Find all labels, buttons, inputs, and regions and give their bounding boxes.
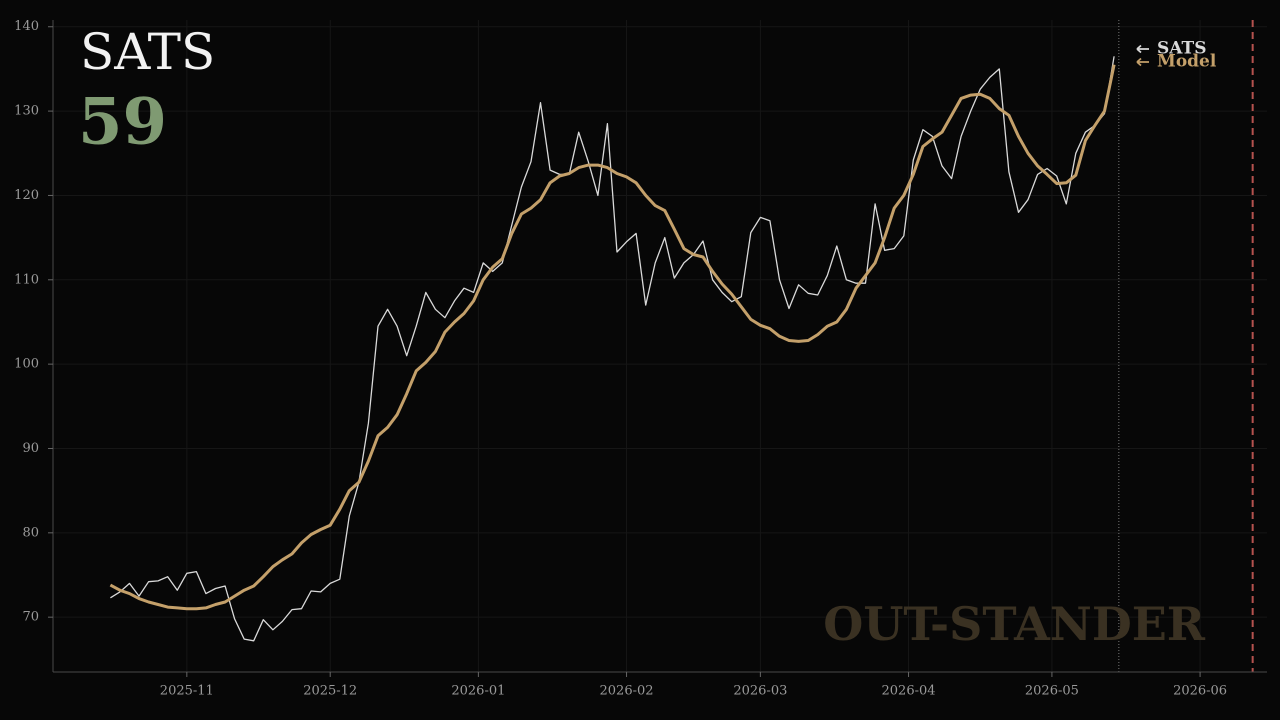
y-tick-label: 110 <box>14 272 39 287</box>
y-tick-label: 80 <box>22 525 39 540</box>
legend-label: Model <box>1157 52 1217 72</box>
x-tick-label: 2026-05 <box>1025 684 1079 699</box>
legend-label: SATS <box>1157 39 1206 59</box>
plot-area <box>109 20 1254 672</box>
y-tick-label: 140 <box>14 19 39 34</box>
x-tick-label: 2026-06 <box>1173 684 1227 699</box>
x-tick-label: 2026-04 <box>882 684 936 699</box>
x-tick-label: 2026-01 <box>451 684 505 699</box>
x-tick-label: 2026-03 <box>733 684 787 699</box>
chart-title: SATS <box>80 23 215 81</box>
series-line <box>110 56 1115 642</box>
legend-arrow <box>1136 44 1149 54</box>
grid <box>53 20 1267 672</box>
series-line <box>109 64 1116 611</box>
y-tick-label: 130 <box>14 104 39 119</box>
legend-arrow <box>1136 57 1149 67</box>
y-tick-label: 70 <box>22 610 39 625</box>
score: 59 <box>78 85 167 160</box>
watermark: OUT-STANDER <box>823 597 1206 651</box>
x-tick-label: 2025-11 <box>160 684 214 699</box>
y-tick-label: 100 <box>14 357 39 372</box>
y-tick-label: 90 <box>22 441 39 456</box>
x-tick-label: 2025-12 <box>303 684 357 699</box>
x-tick-label: 2026-02 <box>600 684 654 699</box>
y-tick-label: 120 <box>14 188 39 203</box>
